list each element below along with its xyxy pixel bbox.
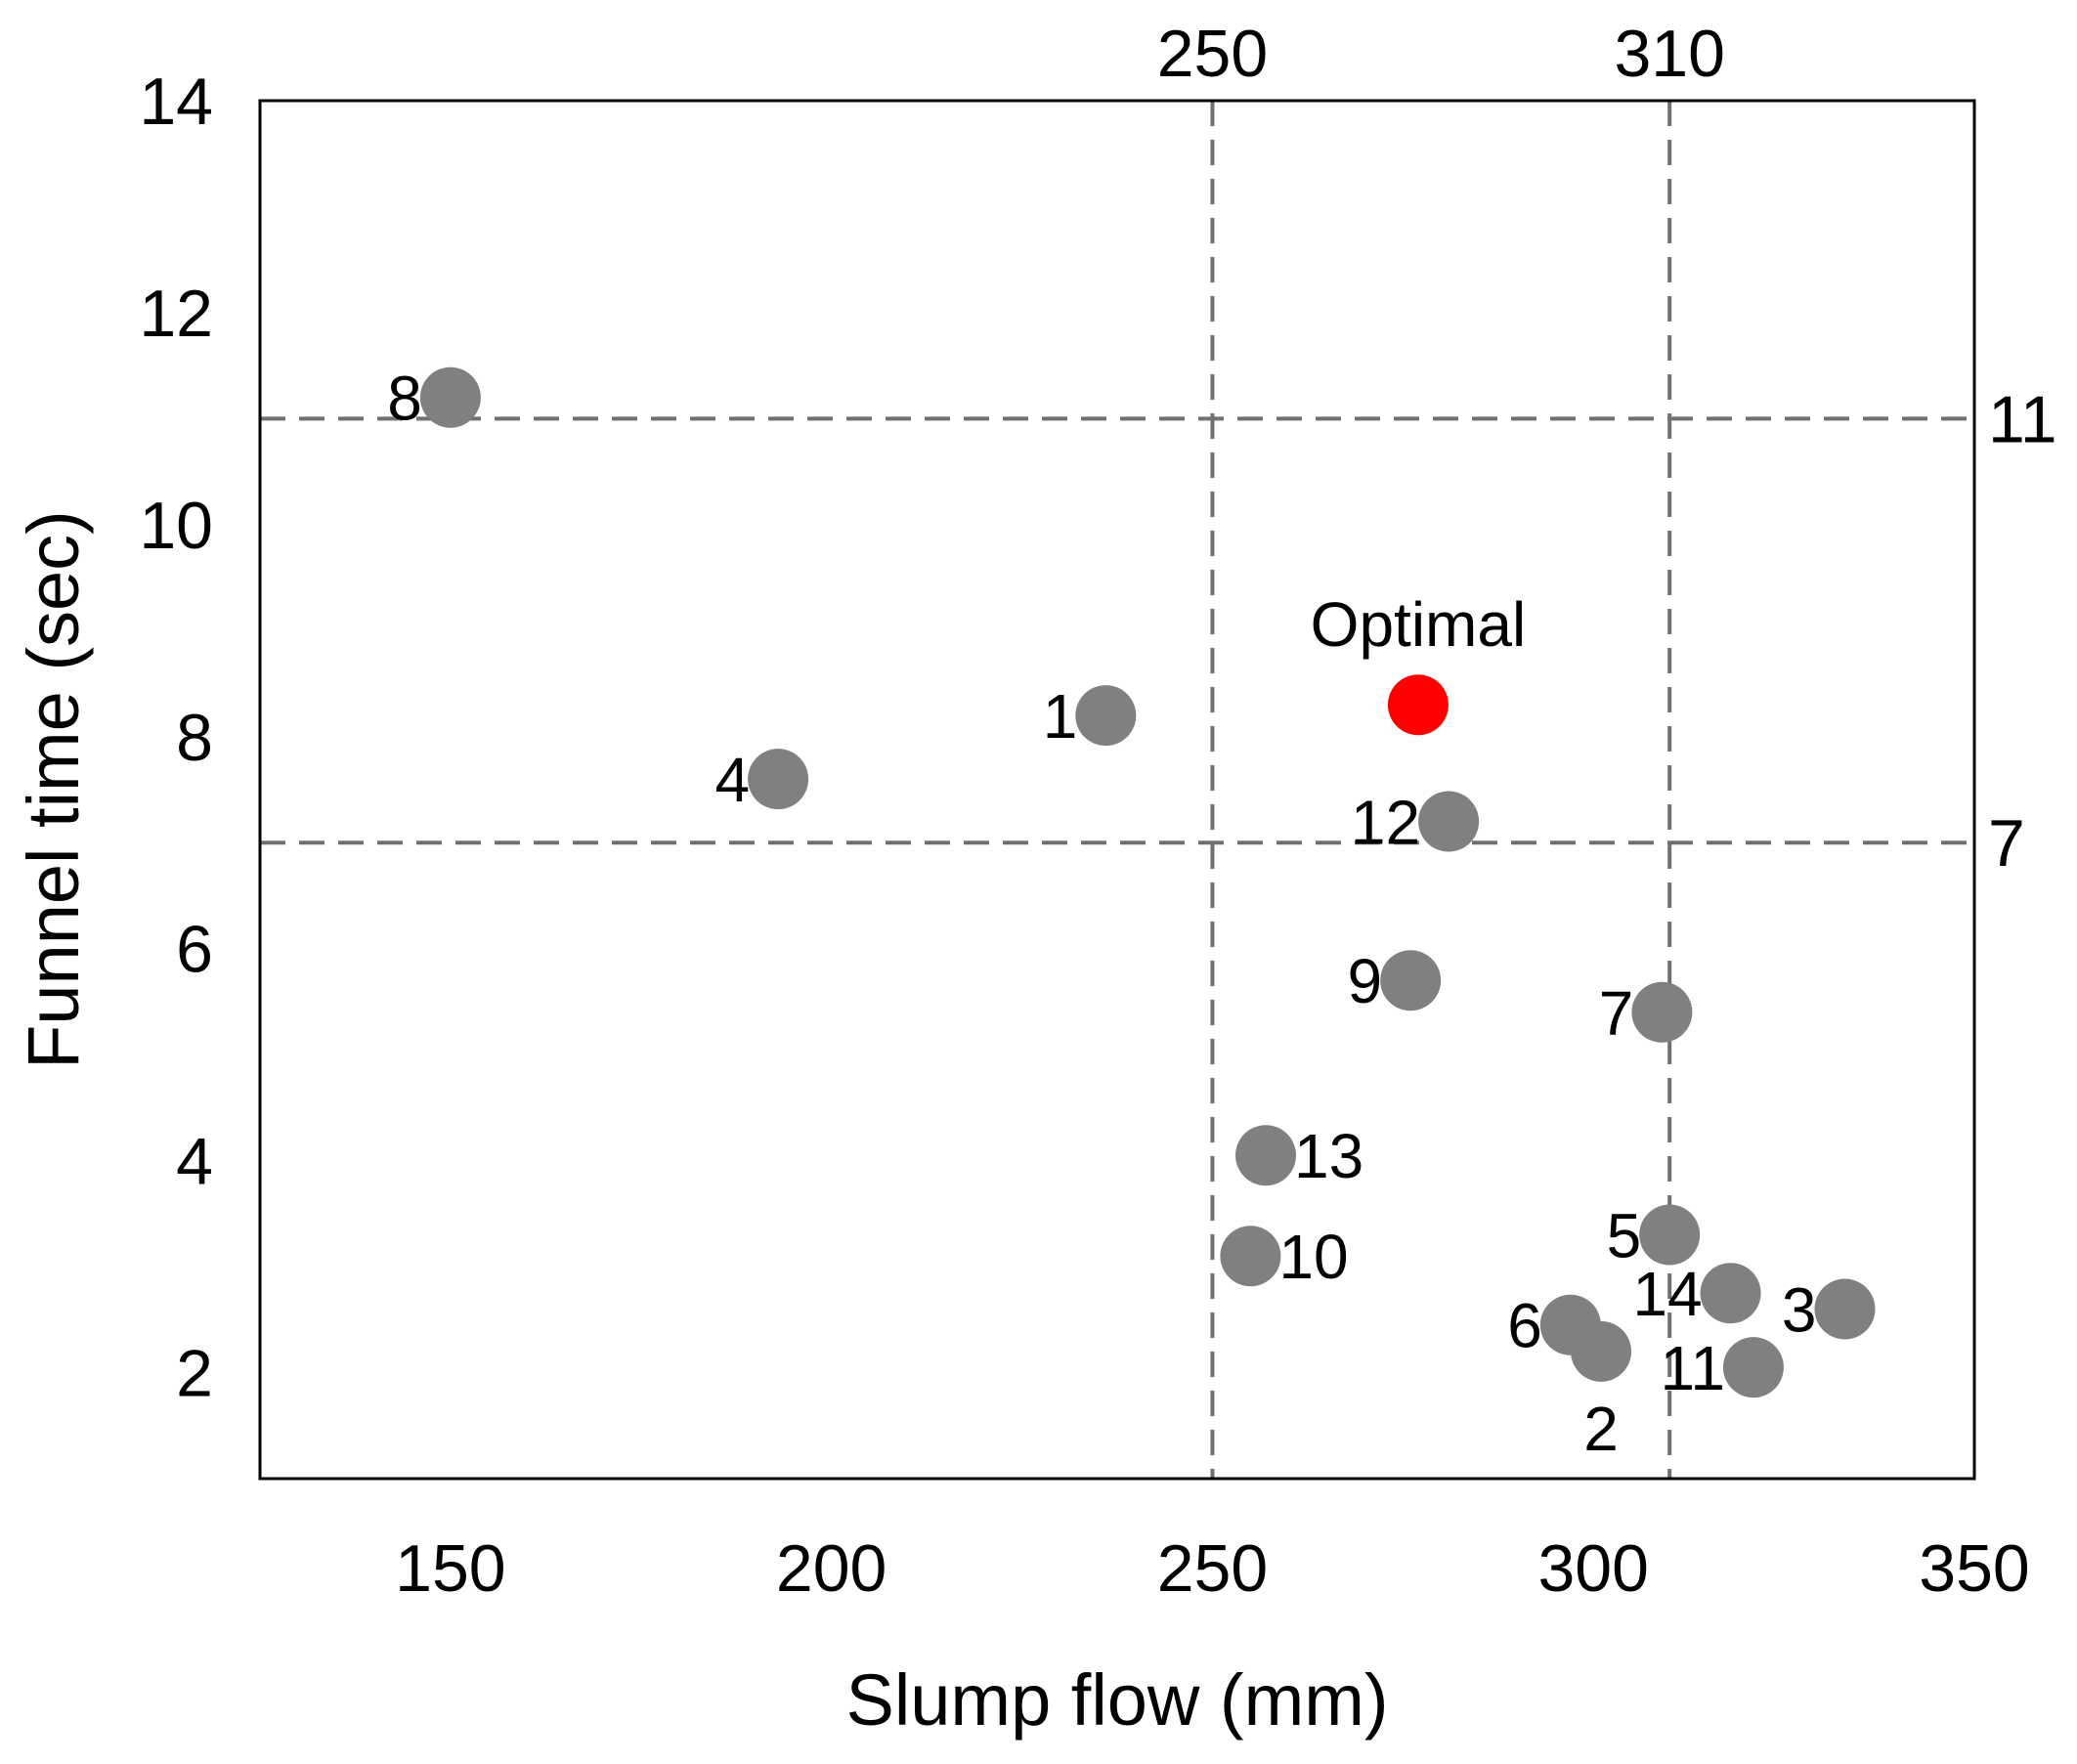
y-tick-10: 10 — [139, 489, 213, 563]
point-12 — [1418, 791, 1480, 852]
optimal-point — [1387, 674, 1449, 736]
point-label-14: 14 — [1632, 1259, 1702, 1329]
optimal-label: Optimal — [1311, 589, 1527, 660]
point-14 — [1700, 1263, 1761, 1324]
ref-label-7: 7 — [1988, 806, 2025, 881]
plot-frame — [258, 99, 1976, 1481]
y-tick-12: 12 — [139, 277, 213, 351]
point-label-6: 6 — [1507, 1291, 1542, 1361]
point-label-13: 13 — [1294, 1121, 1363, 1191]
point-10 — [1220, 1226, 1281, 1287]
point-6 — [1539, 1294, 1601, 1355]
point-11 — [1722, 1337, 1784, 1398]
y-axis-title: Funnel time (sec) — [13, 510, 94, 1069]
x-axis-ticks: 150 200 250 300 350 — [395, 1531, 2030, 1606]
y-axis-ticks: 2 4 6 8 10 12 14 — [139, 65, 213, 1411]
x-tick-300: 300 — [1537, 1531, 1648, 1606]
point-label-5: 5 — [1607, 1201, 1642, 1271]
point-7 — [1631, 981, 1693, 1043]
point-label-11: 11 — [1660, 1333, 1724, 1403]
point-label-10: 10 — [1278, 1222, 1348, 1292]
point-5 — [1639, 1204, 1701, 1266]
x-axis-title: Slump flow (mm) — [845, 1659, 1388, 1741]
point-label-9: 9 — [1348, 946, 1383, 1016]
x-tick-150: 150 — [395, 1531, 505, 1606]
ref-label-310: 310 — [1614, 17, 1724, 91]
point-1 — [1075, 685, 1137, 747]
point-label-12: 12 — [1351, 788, 1420, 858]
point-8 — [419, 366, 481, 428]
y-tick-14: 14 — [139, 65, 213, 139]
point-label-4: 4 — [715, 745, 751, 815]
y-tick-2: 2 — [176, 1337, 213, 1411]
point-9 — [1380, 950, 1442, 1011]
point-label-3: 3 — [1782, 1274, 1817, 1345]
point-label-7: 7 — [1599, 978, 1634, 1049]
point-13 — [1235, 1125, 1297, 1186]
ref-label-11: 11 — [1988, 382, 2057, 456]
x-tick-350: 350 — [1919, 1531, 2029, 1606]
point-4 — [748, 749, 809, 810]
y-tick-4: 4 — [176, 1125, 213, 1199]
point-label-1: 1 — [1043, 681, 1078, 752]
point-label-8: 8 — [387, 364, 422, 434]
point-3 — [1814, 1278, 1876, 1340]
y-tick-8: 8 — [176, 701, 213, 775]
y-tick-6: 6 — [176, 913, 213, 987]
ref-label-250: 250 — [1157, 17, 1268, 91]
x-tick-200: 200 — [776, 1531, 887, 1606]
point-label-2: 2 — [1583, 1394, 1619, 1464]
x-tick-250: 250 — [1157, 1531, 1268, 1606]
